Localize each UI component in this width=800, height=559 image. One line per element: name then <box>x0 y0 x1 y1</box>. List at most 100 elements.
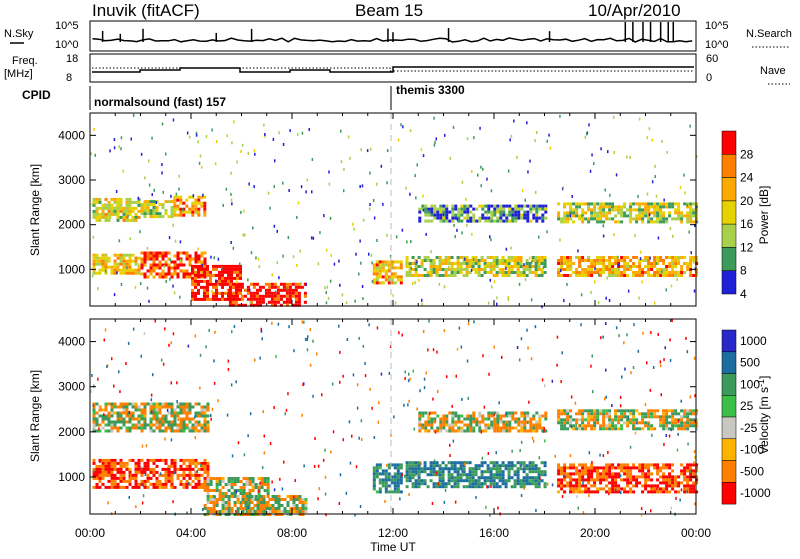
vel-speckle-point <box>670 428 672 432</box>
power-speckle-point <box>469 219 472 223</box>
vel-pixel <box>590 418 594 422</box>
power-pixel <box>203 270 206 274</box>
vel-pixel <box>176 402 180 406</box>
vel-pixel <box>451 411 455 415</box>
vel-pixel <box>614 418 618 422</box>
vel-speckle-point <box>364 374 367 378</box>
power-pixel <box>629 211 633 215</box>
power-pixel <box>231 282 235 286</box>
vel-pixel <box>372 466 376 470</box>
vel-pixel <box>475 423 479 427</box>
power-pixel <box>430 210 434 214</box>
power-speckle-point <box>505 247 508 251</box>
vel-pixel <box>623 421 627 425</box>
nsky-spikes <box>101 22 675 42</box>
power-pixel <box>520 207 524 211</box>
vel-pixel <box>614 490 618 494</box>
power-pixel <box>399 266 403 270</box>
vel-pixel <box>131 414 135 418</box>
vel-pixel <box>593 469 597 473</box>
power-pixel <box>632 217 636 221</box>
power-pixel <box>492 256 496 259</box>
vel-pixel <box>596 487 600 491</box>
vel-pixel <box>414 464 418 468</box>
vel-pixel <box>611 475 615 479</box>
vel-speckle-point <box>580 323 582 327</box>
vel-pixel <box>441 476 445 480</box>
vel-pixel <box>134 482 138 486</box>
vel-pixel <box>134 470 138 474</box>
power-pixel <box>590 265 594 268</box>
power-colorbar-segment <box>721 200 737 225</box>
vel-speckle-point <box>516 346 519 349</box>
power-pixel <box>197 297 200 301</box>
power-speckle-point <box>689 124 691 128</box>
power-pixel <box>665 274 669 277</box>
power-pixel <box>453 274 457 277</box>
vel-pixel <box>396 490 400 494</box>
power-pixel <box>572 271 576 274</box>
power-speckle-point <box>527 170 529 174</box>
vel-speckle-point <box>261 337 263 341</box>
vel-pixel <box>372 484 376 488</box>
power-pixel <box>659 208 663 212</box>
power-pixel <box>644 256 648 259</box>
power-pixel <box>472 216 476 220</box>
power-speckle-point <box>146 246 149 250</box>
vel-pixel <box>581 463 585 467</box>
power-pixel <box>572 202 576 206</box>
nsky-tick-top: 10^5 <box>55 20 79 32</box>
power-pixel <box>599 205 603 209</box>
vel-pixel <box>254 486 258 489</box>
power-pixel <box>507 268 511 271</box>
vel-pixel <box>563 472 567 476</box>
power-speckle-point <box>559 238 561 242</box>
power-pixel <box>209 273 212 277</box>
power-pixel <box>671 202 675 206</box>
vel-pixel <box>641 427 645 431</box>
power-pixel <box>659 217 663 221</box>
vel-speckle-point <box>501 355 503 359</box>
vel-pixel <box>224 504 228 507</box>
vel-pixel <box>575 481 579 485</box>
vel-pixel <box>581 424 585 428</box>
vel-pixel <box>271 507 275 510</box>
power-speckle-point <box>201 263 203 267</box>
power-pixel <box>650 268 654 271</box>
vel-speckle-point <box>600 336 602 340</box>
vel-colorbar-label: 100 <box>740 377 760 391</box>
power-pixel <box>659 214 663 218</box>
vel-pixel <box>656 463 660 467</box>
power-pixel <box>608 256 612 259</box>
power-speckle-point <box>582 215 584 219</box>
power-pixel <box>161 257 165 261</box>
vel-speckle-point <box>176 381 178 385</box>
vel-pixel <box>164 485 168 489</box>
power-speckle-point <box>276 229 278 233</box>
vel-pixel <box>689 478 693 482</box>
vel-speckle-point <box>373 436 376 439</box>
power-speckle-point <box>165 280 167 283</box>
power-pixel <box>590 217 594 221</box>
power-pixel <box>620 274 624 277</box>
vel-pixel <box>119 417 123 421</box>
power-pixel <box>143 254 147 258</box>
power-speckle-point <box>443 285 446 289</box>
power-pixel <box>185 269 189 273</box>
vel-speckle-point <box>694 419 696 423</box>
power-pixel <box>656 268 660 271</box>
vel-pixel <box>563 469 567 473</box>
vel-pixel <box>104 408 108 412</box>
vel-pixel <box>286 501 290 504</box>
vel-pixel <box>197 429 201 433</box>
power-pixel <box>203 201 207 205</box>
vel-pixel <box>689 466 693 470</box>
power-pixel <box>534 256 538 259</box>
power-pixel <box>203 195 207 199</box>
vel-pixel <box>683 427 687 431</box>
vel-speckle-point <box>599 453 601 457</box>
power-pixel <box>537 268 541 271</box>
power-speckle-point <box>249 288 251 292</box>
power-pixel <box>511 210 515 214</box>
power-pixel <box>526 204 530 208</box>
